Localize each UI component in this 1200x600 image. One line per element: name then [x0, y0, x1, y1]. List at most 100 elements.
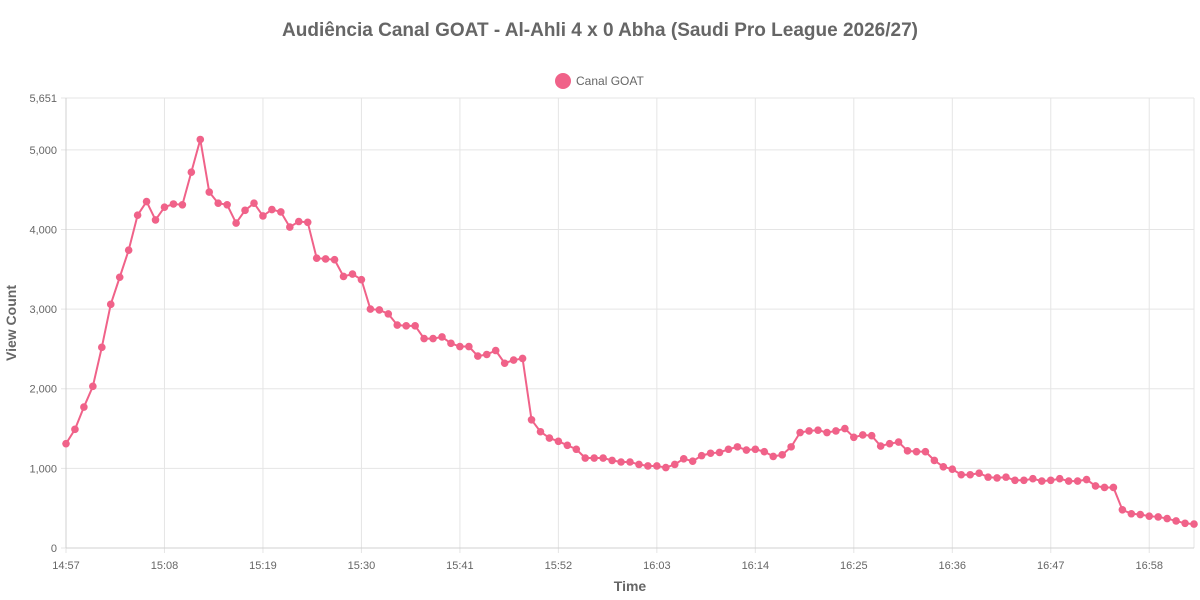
data-point[interactable]	[232, 219, 240, 227]
data-point[interactable]	[491, 346, 500, 355]
data-point[interactable]	[608, 456, 616, 465]
data-point[interactable]	[1073, 477, 1082, 485]
data-point[interactable]	[545, 434, 554, 442]
data-point[interactable]	[957, 470, 966, 479]
data-point[interactable]	[662, 463, 670, 472]
data-point[interactable]	[339, 272, 348, 281]
data-point[interactable]	[286, 223, 294, 231]
data-point[interactable]	[1172, 517, 1180, 525]
data-point[interactable]	[832, 427, 840, 435]
data-point[interactable]	[814, 426, 822, 434]
data-point[interactable]	[124, 246, 133, 254]
data-point[interactable]	[984, 473, 992, 481]
data-point[interactable]	[1082, 475, 1091, 484]
data-point[interactable]	[241, 206, 249, 215]
data-point[interactable]	[268, 205, 276, 214]
data-point[interactable]	[438, 333, 446, 341]
data-point[interactable]	[384, 310, 393, 318]
data-point[interactable]	[321, 255, 330, 263]
data-point[interactable]	[115, 273, 124, 282]
data-point[interactable]	[294, 217, 303, 226]
data-point[interactable]	[447, 339, 455, 348]
data-point[interactable]	[80, 403, 88, 411]
data-point[interactable]	[769, 452, 778, 461]
data-point[interactable]	[366, 305, 375, 313]
data-point[interactable]	[805, 427, 813, 435]
data-point[interactable]	[312, 254, 321, 262]
data-point[interactable]	[742, 446, 751, 454]
data-point[interactable]	[1109, 483, 1118, 492]
data-point[interactable]	[626, 458, 634, 466]
data-point[interactable]	[894, 438, 903, 446]
data-point[interactable]	[259, 212, 267, 220]
data-point[interactable]	[89, 382, 97, 391]
data-point[interactable]	[456, 342, 464, 351]
data-point[interactable]	[760, 447, 769, 456]
data-point[interactable]	[348, 270, 357, 278]
data-point[interactable]	[885, 439, 894, 448]
data-point[interactable]	[715, 448, 724, 457]
data-point[interactable]	[178, 200, 187, 209]
data-point[interactable]	[411, 322, 419, 330]
data-point[interactable]	[205, 188, 214, 196]
data-point[interactable]	[1091, 482, 1100, 490]
data-point[interactable]	[393, 321, 402, 329]
data-point[interactable]	[133, 211, 142, 219]
data-point[interactable]	[62, 439, 70, 448]
data-point[interactable]	[474, 352, 482, 360]
data-point[interactable]	[1190, 520, 1198, 528]
data-point[interactable]	[733, 443, 742, 451]
data-point[interactable]	[1055, 474, 1064, 483]
data-point[interactable]	[465, 342, 473, 351]
data-point[interactable]	[724, 445, 733, 454]
data-point[interactable]	[1038, 477, 1046, 485]
data-point[interactable]	[303, 218, 312, 227]
data-point[interactable]	[823, 428, 831, 437]
data-point[interactable]	[1145, 512, 1154, 520]
data-point[interactable]	[1136, 510, 1145, 519]
data-point[interactable]	[509, 356, 518, 364]
data-point[interactable]	[330, 255, 339, 264]
data-point[interactable]	[151, 216, 160, 224]
data-point[interactable]	[796, 428, 804, 437]
data-point[interactable]	[482, 350, 491, 359]
data-point[interactable]	[402, 322, 410, 330]
data-point[interactable]	[670, 460, 679, 469]
data-point[interactable]	[939, 462, 948, 471]
legend[interactable]: Canal GOAT	[555, 73, 644, 89]
data-point[interactable]	[912, 447, 921, 456]
data-point[interactable]	[187, 168, 196, 176]
data-point[interactable]	[841, 424, 849, 433]
data-point[interactable]	[500, 359, 509, 368]
data-point[interactable]	[644, 462, 652, 470]
data-point[interactable]	[679, 455, 688, 463]
data-point[interactable]	[903, 447, 912, 455]
data-point[interactable]	[590, 454, 598, 462]
data-point[interactable]	[563, 441, 572, 450]
data-point[interactable]	[1163, 514, 1171, 523]
data-point[interactable]	[921, 447, 930, 456]
data-point[interactable]	[1118, 505, 1127, 514]
data-point[interactable]	[778, 451, 786, 459]
data-point[interactable]	[71, 425, 79, 434]
data-point[interactable]	[688, 457, 697, 466]
data-point[interactable]	[1046, 476, 1055, 485]
data-point[interactable]	[536, 427, 545, 436]
data-point[interactable]	[635, 460, 643, 469]
data-point[interactable]	[706, 449, 715, 458]
data-point[interactable]	[142, 197, 151, 206]
data-point[interactable]	[429, 334, 437, 343]
data-point[interactable]	[223, 200, 231, 209]
data-point[interactable]	[1100, 483, 1109, 492]
data-point[interactable]	[1064, 477, 1073, 485]
data-point[interactable]	[527, 415, 536, 424]
data-point[interactable]	[966, 470, 974, 479]
data-point[interactable]	[196, 135, 205, 144]
data-point[interactable]	[1029, 474, 1037, 483]
data-point[interactable]	[357, 275, 366, 284]
data-point[interactable]	[930, 456, 939, 465]
data-point[interactable]	[787, 443, 795, 451]
data-point[interactable]	[876, 442, 885, 450]
data-point[interactable]	[250, 199, 258, 207]
data-point[interactable]	[160, 203, 169, 211]
